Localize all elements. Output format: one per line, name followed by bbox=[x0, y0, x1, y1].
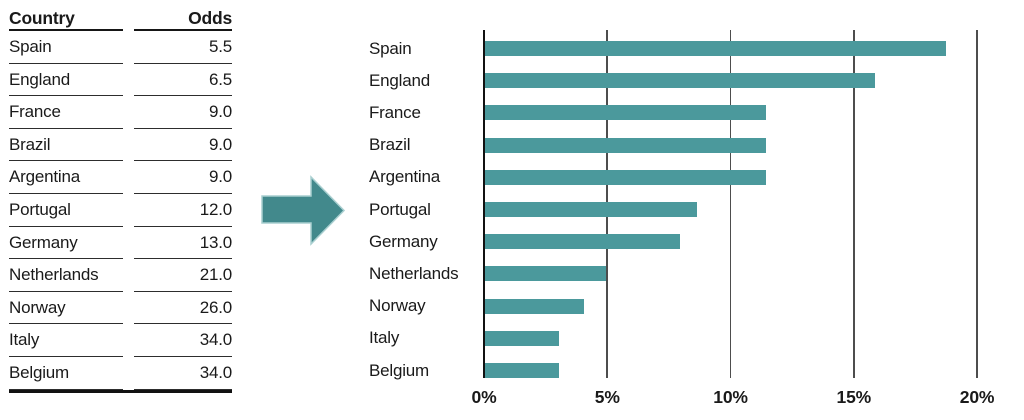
category-label: Brazil bbox=[369, 135, 411, 155]
table-row: Argentina 9.0 bbox=[9, 161, 232, 194]
bar bbox=[485, 266, 607, 282]
x-tick-label: 15% bbox=[836, 387, 872, 407]
right-arrow-shape bbox=[261, 175, 346, 246]
bar bbox=[485, 330, 560, 346]
table-cell-country: Netherlands bbox=[9, 259, 123, 292]
table-header-country: Country bbox=[9, 7, 123, 31]
y-axis-line bbox=[482, 30, 486, 378]
table-cell-odds: 9.0 bbox=[134, 129, 232, 162]
category-label: Norway bbox=[369, 296, 426, 316]
table-row: France 9.0 bbox=[9, 96, 232, 129]
table-cell-odds: 6.5 bbox=[134, 64, 232, 97]
right-arrow-svg bbox=[261, 175, 346, 246]
category-label: Netherlands bbox=[369, 263, 459, 283]
category-label: Portugal bbox=[369, 199, 431, 219]
table-header-odds: Odds bbox=[134, 7, 232, 31]
table-cell-country: England bbox=[9, 64, 123, 97]
table-row: England 6.5 bbox=[9, 64, 232, 97]
category-label: Germany bbox=[369, 231, 438, 251]
table-cell-odds: 13.0 bbox=[134, 227, 232, 260]
bar bbox=[485, 363, 560, 378]
table-cell-odds: 9.0 bbox=[134, 161, 232, 194]
x-tick-label: 0% bbox=[471, 387, 497, 407]
category-label: France bbox=[369, 102, 421, 122]
table-cell-country: Argentina bbox=[9, 161, 123, 194]
gridline bbox=[852, 30, 855, 378]
table-cell-odds: 5.5 bbox=[134, 31, 232, 64]
table-cell-odds: 12.0 bbox=[134, 194, 232, 227]
table-cell-odds: 34.0 bbox=[134, 324, 232, 357]
table-row: Italy 34.0 bbox=[9, 324, 232, 357]
table-row: Netherlands 21.0 bbox=[9, 259, 232, 292]
table-cell-country: France bbox=[9, 96, 123, 129]
table-row: Germany 13.0 bbox=[9, 227, 232, 260]
bar bbox=[485, 234, 681, 250]
odds-table: Country Odds Spain 5.5 England 6.5 Franc… bbox=[9, 7, 232, 393]
table-cell-odds: 34.0 bbox=[134, 357, 232, 390]
table-cell-odds: 9.0 bbox=[134, 96, 232, 129]
category-label: Belgium bbox=[369, 360, 430, 380]
category-label: Argentina bbox=[369, 167, 440, 187]
table-cell-country: Brazil bbox=[9, 129, 123, 162]
bar bbox=[485, 41, 947, 56]
table-cell-odds: 26.0 bbox=[134, 292, 232, 325]
table-cell-country: Norway bbox=[9, 292, 123, 325]
table-cell-country: Spain bbox=[9, 31, 123, 64]
table-rows: Spain 5.5 England 6.5 France 9.0 Brazil … bbox=[9, 31, 232, 390]
bar bbox=[485, 202, 698, 217]
table-cell-country: Belgium bbox=[9, 357, 123, 390]
table-cell-country: Portugal bbox=[9, 194, 123, 227]
x-tick-label: 10% bbox=[713, 387, 748, 407]
category-label: England bbox=[369, 70, 430, 90]
table-cell-country: Italy bbox=[9, 324, 123, 357]
bar bbox=[485, 169, 767, 185]
gridline bbox=[729, 30, 732, 378]
table-row: Spain 5.5 bbox=[9, 31, 232, 64]
right-arrow-icon bbox=[258, 172, 348, 248]
bar bbox=[485, 105, 767, 121]
table-row: Norway 26.0 bbox=[9, 292, 232, 325]
table-row: Portugal 12.0 bbox=[9, 194, 232, 227]
table-cell-country: Germany bbox=[9, 227, 123, 260]
bar bbox=[485, 298, 584, 314]
category-label: Italy bbox=[369, 328, 400, 348]
category-label: Spain bbox=[369, 38, 412, 58]
table-row: Brazil 9.0 bbox=[9, 129, 232, 162]
table-row: Belgium 34.0 bbox=[9, 357, 232, 390]
gridline bbox=[976, 30, 978, 378]
table-header-row: Country Odds bbox=[9, 7, 232, 31]
x-tick-label: 5% bbox=[594, 387, 620, 407]
table-cell-odds: 21.0 bbox=[134, 259, 232, 292]
bar bbox=[485, 137, 767, 153]
bar bbox=[485, 73, 875, 89]
x-tick-label: 20% bbox=[959, 387, 995, 407]
